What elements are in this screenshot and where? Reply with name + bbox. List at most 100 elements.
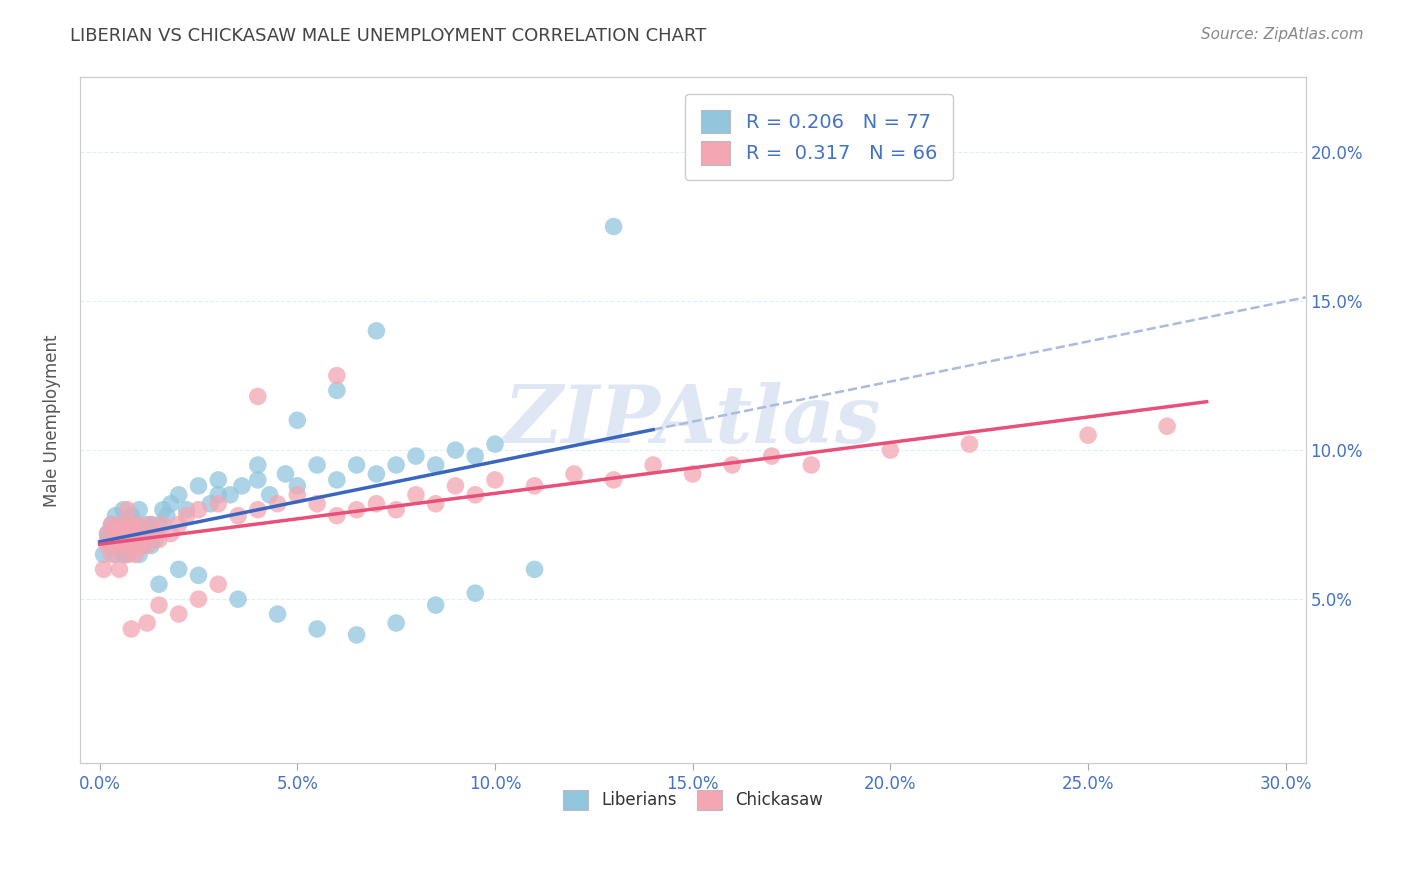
Point	[120, 524, 142, 538]
Point	[405, 488, 427, 502]
Point	[117, 548, 139, 562]
Point	[108, 562, 131, 576]
Point	[346, 628, 368, 642]
Text: Source: ZipAtlas.com: Source: ZipAtlas.com	[1201, 27, 1364, 42]
Point	[176, 502, 198, 516]
Point	[108, 526, 131, 541]
Point	[246, 389, 269, 403]
Point	[104, 533, 127, 547]
Point	[100, 524, 122, 538]
Point	[104, 526, 127, 541]
Point	[326, 508, 349, 523]
Point	[285, 413, 308, 427]
Point	[117, 533, 139, 547]
Point	[93, 548, 115, 562]
Point	[266, 607, 288, 621]
Point	[143, 526, 166, 541]
Point	[562, 467, 585, 481]
Point	[326, 473, 349, 487]
Point	[124, 548, 146, 562]
Point	[112, 533, 135, 547]
Point	[1156, 419, 1178, 434]
Point	[307, 497, 329, 511]
Text: ZIPAtlas: ZIPAtlas	[503, 382, 882, 459]
Point	[112, 524, 135, 538]
Point	[285, 479, 308, 493]
Point	[366, 497, 388, 511]
Point	[139, 517, 162, 532]
Point	[484, 473, 506, 487]
Point	[207, 577, 229, 591]
Point	[444, 479, 467, 493]
Point	[959, 437, 981, 451]
Point	[219, 488, 242, 502]
Point	[602, 219, 624, 234]
Point	[682, 467, 704, 481]
Point	[148, 598, 170, 612]
Point	[307, 622, 329, 636]
Point	[132, 533, 155, 547]
Point	[425, 497, 447, 511]
Point	[96, 539, 118, 553]
Point	[128, 533, 150, 547]
Point	[159, 497, 181, 511]
Point	[405, 449, 427, 463]
Point	[259, 488, 281, 502]
Point	[148, 533, 170, 547]
Point	[187, 479, 209, 493]
Point	[124, 526, 146, 541]
Point	[187, 592, 209, 607]
Point	[143, 533, 166, 547]
Point	[425, 598, 447, 612]
Point	[643, 458, 665, 472]
Point	[425, 458, 447, 472]
Point	[124, 517, 146, 532]
Point	[117, 502, 139, 516]
Point	[148, 517, 170, 532]
Point	[112, 539, 135, 553]
Point	[167, 517, 190, 532]
Point	[366, 324, 388, 338]
Point	[108, 539, 131, 553]
Point	[112, 526, 135, 541]
Point	[120, 508, 142, 523]
Point	[274, 467, 297, 481]
Point	[523, 562, 546, 576]
Point	[117, 517, 139, 532]
Point	[120, 533, 142, 547]
Point	[100, 517, 122, 532]
Point	[152, 502, 174, 516]
Point	[120, 539, 142, 553]
Point	[346, 458, 368, 472]
Point	[226, 508, 249, 523]
Point	[207, 473, 229, 487]
Point	[207, 497, 229, 511]
Point	[464, 449, 486, 463]
Point	[167, 562, 190, 576]
Point	[167, 607, 190, 621]
Point	[104, 539, 127, 553]
Point	[152, 517, 174, 532]
Point	[200, 497, 222, 511]
Point	[484, 437, 506, 451]
Point	[96, 526, 118, 541]
Point	[187, 502, 209, 516]
Point	[246, 458, 269, 472]
Point	[120, 517, 142, 532]
Point	[100, 517, 122, 532]
Point	[187, 568, 209, 582]
Point	[207, 488, 229, 502]
Y-axis label: Male Unemployment: Male Unemployment	[44, 334, 60, 507]
Point	[464, 488, 486, 502]
Point	[117, 548, 139, 562]
Text: LIBERIAN VS CHICKASAW MALE UNEMPLOYMENT CORRELATION CHART: LIBERIAN VS CHICKASAW MALE UNEMPLOYMENT …	[70, 27, 707, 45]
Point	[132, 526, 155, 541]
Point	[104, 508, 127, 523]
Point	[266, 497, 288, 511]
Point	[385, 458, 408, 472]
Point	[346, 502, 368, 516]
Point	[602, 473, 624, 487]
Point	[761, 449, 783, 463]
Point	[1077, 428, 1099, 442]
Point	[104, 548, 127, 562]
